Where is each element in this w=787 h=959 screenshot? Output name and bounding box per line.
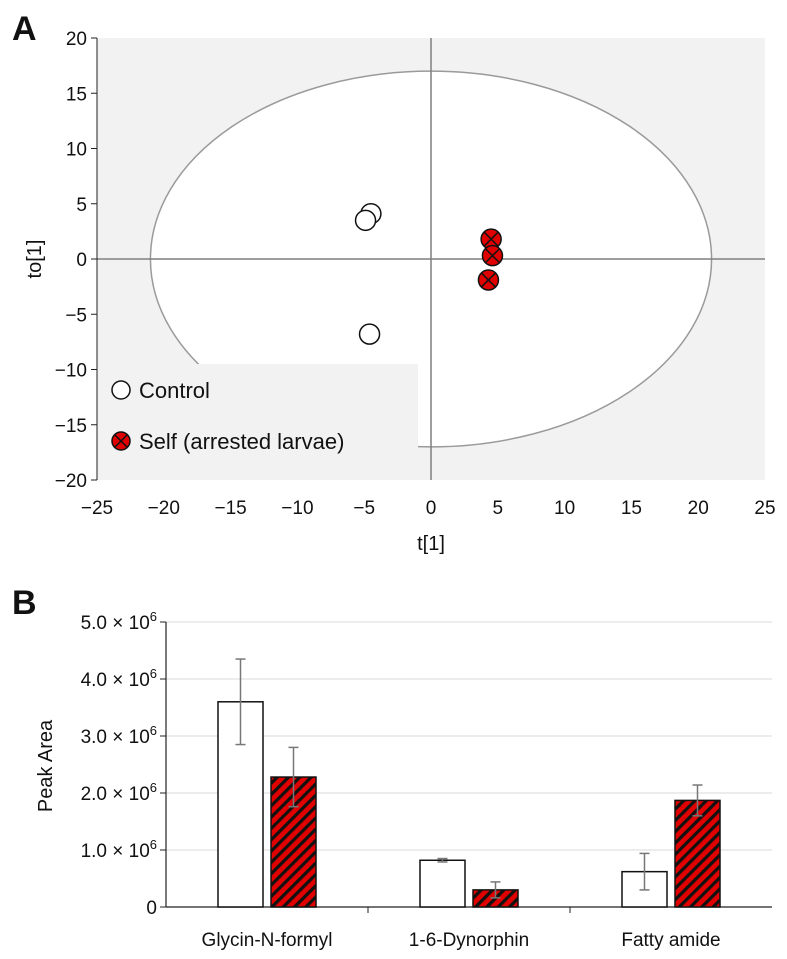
legend-marker-self bbox=[111, 431, 131, 451]
scatter-points bbox=[354, 202, 504, 345]
error-bar bbox=[692, 784, 703, 817]
point-self bbox=[477, 269, 500, 291]
bars bbox=[217, 658, 721, 908]
y-tick-label: 2.0 × 106 bbox=[81, 780, 157, 805]
y-tick-label: 5 bbox=[76, 195, 87, 216]
y-tick-label: 0 bbox=[76, 250, 87, 271]
x-tick-label: −15 bbox=[214, 498, 246, 519]
y-axis-label-a: to[1] bbox=[24, 240, 46, 279]
scores-scatter-plot: 20 15 10 5 0 −5 −10 −15 −20 −25 −20 −15 −10 −5 0 5 10 15… bbox=[24, 29, 776, 555]
x-tick-label: 5 bbox=[493, 498, 504, 519]
category-label: 1-6-Dynorphin bbox=[409, 930, 529, 951]
y-tick-label: 20 bbox=[66, 29, 87, 50]
y-tick-label: 10 bbox=[66, 140, 87, 161]
legend-marker-control bbox=[111, 380, 131, 400]
legend-box bbox=[104, 364, 418, 460]
x-tick-label: −5 bbox=[353, 498, 375, 519]
x-tick-label: 15 bbox=[621, 498, 642, 519]
bar-control bbox=[419, 859, 466, 908]
point-control bbox=[358, 323, 381, 345]
x-axis-label-a: t[1] bbox=[417, 533, 445, 555]
y-tick-label: 15 bbox=[66, 84, 87, 105]
panel-a-letter: A bbox=[12, 10, 37, 48]
x-tick-label: −25 bbox=[81, 498, 113, 519]
y-tick-label: −20 bbox=[55, 471, 87, 492]
x-tick-label: −20 bbox=[148, 498, 180, 519]
panel-b-letter: B bbox=[12, 584, 37, 622]
peak-area-bar-chart: 0 1.0 × 106 2.0 × 106 3.0 × 106 4.0 × 106 5.0… bbox=[35, 609, 772, 951]
error-bar bbox=[288, 746, 299, 808]
y-tick-label: −5 bbox=[65, 305, 87, 326]
legend-label-self: Self (arrested larvae) bbox=[139, 429, 344, 454]
x-tick-label: 20 bbox=[688, 498, 709, 519]
category-labels: Glycin-N-formyl 1-6-Dynorphin Fatty amide bbox=[202, 907, 721, 951]
bar-self bbox=[674, 799, 721, 908]
category-label: Glycin-N-formyl bbox=[202, 930, 333, 951]
category-label: Fatty amide bbox=[621, 930, 720, 951]
error-bar bbox=[437, 857, 448, 863]
y-tick-label: 0 bbox=[146, 898, 157, 919]
y-tick-label: 3.0 × 106 bbox=[81, 723, 157, 748]
gridlines-b bbox=[166, 621, 772, 851]
y-tick-label: −15 bbox=[55, 416, 87, 437]
point-control bbox=[354, 209, 377, 232]
point-self bbox=[481, 244, 504, 267]
legend-label-control: Control bbox=[139, 378, 210, 403]
y-tick-label: 5.0 × 106 bbox=[81, 609, 157, 634]
error-bar bbox=[639, 852, 650, 891]
x-tick-label: 25 bbox=[754, 498, 775, 519]
y-ticks-a: 20 15 10 5 0 −5 −10 −15 −20 bbox=[55, 29, 97, 492]
y-tick-label: 4.0 × 106 bbox=[81, 666, 157, 691]
error-bar bbox=[235, 658, 246, 746]
error-bar bbox=[490, 881, 501, 899]
x-tick-label: 10 bbox=[554, 498, 575, 519]
x-ticks-a: −25 −20 −15 −10 −5 0 5 10 15 20 25 bbox=[81, 498, 776, 519]
y-tick-label: −10 bbox=[55, 361, 87, 382]
x-tick-label: 0 bbox=[426, 498, 437, 519]
x-tick-label: −10 bbox=[281, 498, 313, 519]
y-ticks-b: 0 1.0 × 106 2.0 × 106 3.0 × 106 4.0 × 106 5.0… bbox=[81, 609, 166, 919]
legend-a: Control Self (arrested larvae) bbox=[104, 364, 418, 460]
y-axis-label-b: Peak Area bbox=[35, 719, 57, 812]
y-tick-label: 1.0 × 106 bbox=[81, 837, 157, 862]
